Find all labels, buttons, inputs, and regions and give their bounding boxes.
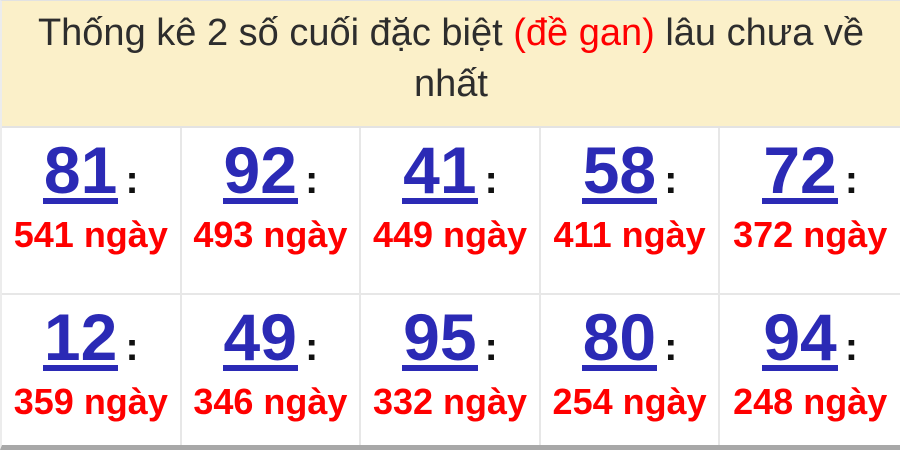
days-count: 372 ngày <box>733 214 888 256</box>
days-count: 411 ngày <box>553 214 706 256</box>
gan-cell: 92: 493 ngày <box>181 128 362 295</box>
gan-cell: 95: 332 ngày <box>361 295 541 445</box>
colon: : <box>844 325 859 369</box>
days-count: 346 ngày <box>193 381 348 423</box>
colon: : <box>664 158 678 202</box>
number-line: 12: <box>2 300 180 374</box>
colon: : <box>664 325 678 369</box>
number-line: 81: <box>2 133 180 207</box>
gan-cell: 72: 372 ngày <box>720 128 900 295</box>
days-count: 493 ngày <box>193 214 348 256</box>
title-highlight: (đề gan) <box>513 12 655 54</box>
number-line: 58: <box>541 133 719 207</box>
number-link[interactable]: 92 <box>222 133 298 207</box>
number-link[interactable]: 80 <box>581 300 658 374</box>
gan-cell: 12: 359 ngày <box>2 295 182 445</box>
number-link[interactable]: 95 <box>402 300 478 374</box>
colon: : <box>125 325 139 369</box>
number-link[interactable]: 49 <box>222 300 298 374</box>
page-title: Thống kê 2 số cuối đặc biệt (đề gan) lâu… <box>2 1 900 128</box>
colon: : <box>304 325 319 369</box>
number-link[interactable]: 94 <box>762 300 838 374</box>
number-line: 95: <box>361 300 539 374</box>
days-count: 248 ngày <box>733 381 888 423</box>
number-line: 92: <box>182 133 360 207</box>
gan-cell: 41: 449 ngày <box>361 128 541 295</box>
gan-cell: 80: 254 ngày <box>540 295 721 445</box>
number-line: 49: <box>182 300 360 374</box>
gan-cell: 58: 411 ngày <box>540 128 721 295</box>
colon: : <box>844 158 859 202</box>
number-link[interactable]: 12 <box>42 300 119 374</box>
gan-cell: 49: 346 ngày <box>181 295 362 445</box>
title-prefix: Thống kê 2 số cuối đặc biệt <box>37 12 514 54</box>
number-line: 41: <box>361 133 539 207</box>
colon: : <box>304 158 319 202</box>
days-count: 541 ngày <box>13 214 168 256</box>
days-count: 332 ngày <box>372 381 528 423</box>
number-link[interactable]: 72 <box>762 133 838 207</box>
number-link[interactable]: 41 <box>402 133 478 207</box>
number-link[interactable]: 58 <box>581 133 658 207</box>
title-suffix: lâu chưa về nhất <box>414 12 865 105</box>
gan-cell: 94: 248 ngày <box>720 295 900 445</box>
colon: : <box>484 325 498 369</box>
gan-table: 81: 541 ngày 92: 493 ngày 41: 449 ngày 5… <box>2 128 900 445</box>
gan-cell: 81: 541 ngày <box>2 128 182 295</box>
number-line: 94: <box>720 300 900 374</box>
days-count: 359 ngày <box>13 381 168 423</box>
number-line: 72: <box>720 133 900 207</box>
colon: : <box>125 158 139 202</box>
number-line: 80: <box>541 300 719 374</box>
number-link[interactable]: 81 <box>42 133 119 207</box>
days-count: 254 ngày <box>552 381 707 423</box>
colon: : <box>484 158 498 202</box>
days-count: 449 ngày <box>372 214 528 256</box>
